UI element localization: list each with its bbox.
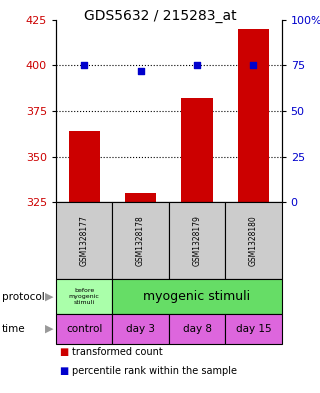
Text: transformed count: transformed count [72,347,163,357]
Text: percentile rank within the sample: percentile rank within the sample [72,366,237,376]
Bar [125,193,156,202]
Text: day 8: day 8 [182,324,212,334]
Bar [238,29,269,202]
Text: time: time [2,324,25,334]
Bar [181,98,212,202]
Text: ■: ■ [59,347,68,357]
Text: control: control [66,324,102,334]
Text: day 3: day 3 [126,324,155,334]
Text: protocol: protocol [2,292,44,302]
Point [82,62,87,68]
Point [138,68,143,74]
Point [251,62,256,68]
Text: day 15: day 15 [236,324,271,334]
Text: GDS5632 / 215283_at: GDS5632 / 215283_at [84,9,236,23]
Text: GSM1328178: GSM1328178 [136,215,145,266]
Point [195,62,200,68]
Text: GSM1328180: GSM1328180 [249,215,258,266]
Text: ▶: ▶ [45,324,53,334]
Text: ■: ■ [59,366,68,376]
Bar [69,131,100,202]
Text: before
myogenic
stimuli: before myogenic stimuli [69,288,100,305]
Text: ▶: ▶ [45,292,53,302]
Text: GSM1328179: GSM1328179 [193,215,202,266]
Text: myogenic stimuli: myogenic stimuli [143,290,251,303]
Text: GSM1328177: GSM1328177 [80,215,89,266]
